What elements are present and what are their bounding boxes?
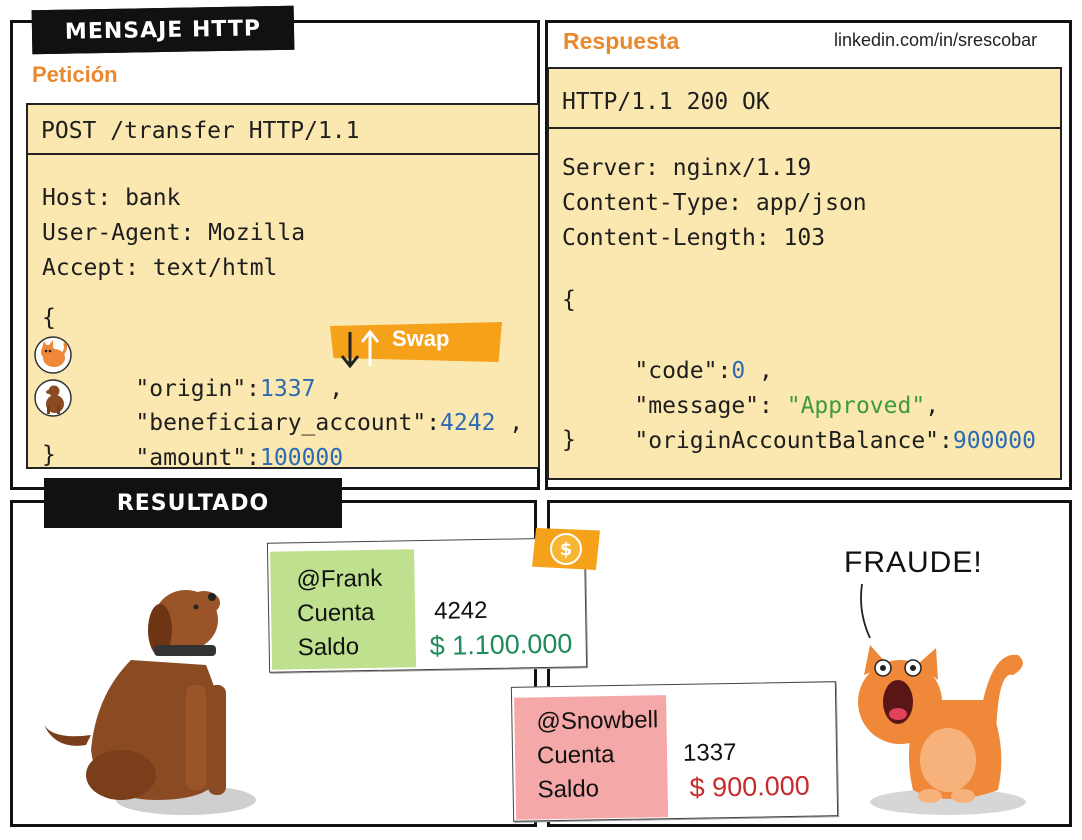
- balance-value: 900000: [952, 428, 1036, 454]
- frank-cuenta-value: 4242: [433, 596, 488, 625]
- code-key: "code": [634, 358, 718, 384]
- cat-illustration: [848, 640, 1030, 818]
- fraud-text: FRAUDE!: [844, 546, 983, 579]
- response-balance-line: "originAccountBalance":900000: [634, 428, 1036, 454]
- frank-saldo-label: Saldo: [297, 633, 360, 662]
- response-close-brace: }: [562, 427, 576, 453]
- response-header-1: Content-Type: app/json: [562, 190, 867, 216]
- dog-avatar-icon: [33, 378, 73, 418]
- response-header-0: Server: nginx/1.19: [562, 155, 812, 181]
- balance-key: "originAccountBalance": [634, 428, 940, 454]
- request-close-brace: }: [42, 442, 56, 468]
- cat-avatar-icon: [33, 335, 73, 375]
- request-label: Petición: [32, 62, 118, 87]
- response-code-line: "code":0 ,: [634, 358, 773, 384]
- response-message-line: "message": "Approved",: [634, 393, 940, 419]
- request-amount-line: "amount":100000: [135, 445, 344, 471]
- message-value: "Approved": [786, 393, 926, 419]
- response-header-2: Content-Length: 103: [562, 225, 826, 251]
- origin-key: "origin": [135, 376, 247, 402]
- request-beneficiary-line: "beneficiary_account":4242 ,: [135, 410, 524, 436]
- request-origin-line: "origin":1337 ,: [135, 376, 344, 402]
- swap-tag: [330, 322, 502, 362]
- request-start-line: POST /transfer HTTP/1.1: [28, 105, 538, 155]
- beneficiary-value: 4242: [440, 410, 496, 436]
- swap-label: Swap: [392, 326, 450, 351]
- frank-user: @Frank: [296, 564, 383, 594]
- dollar-coin-icon: $: [550, 533, 582, 565]
- dog-illustration: [36, 575, 261, 820]
- result-title-tag: RESULTADO: [44, 478, 342, 528]
- response-status-line: HTTP/1.1 200 OK: [549, 69, 1060, 129]
- frank-saldo-value: $ 1.100.000: [429, 628, 573, 661]
- beneficiary-key: "beneficiary_account": [135, 410, 427, 436]
- header-title-tag: MENSAJE HTTP: [31, 5, 295, 55]
- header-title: MENSAJE HTTP: [64, 15, 262, 45]
- snowbell-account-card: @Snowbell Cuenta Saldo 1337 $ 900.000: [510, 681, 839, 822]
- frank-cuenta-label: Cuenta: [296, 598, 375, 628]
- snowbell-saldo-label: Saldo: [537, 775, 600, 804]
- response-open-brace: {: [562, 287, 576, 313]
- swap-arrows-icon: [338, 326, 386, 372]
- snowbell-user: @Snowbell: [536, 706, 659, 736]
- request-header-1: User-Agent: Mozilla: [42, 220, 306, 246]
- result-title: RESULTADO: [116, 490, 270, 516]
- request-open-brace: {: [42, 305, 56, 331]
- snowbell-cuenta-value: 1337: [682, 738, 737, 767]
- message-key: "message": [634, 393, 760, 419]
- amount-key: "amount": [135, 445, 247, 471]
- origin-value: 1337: [260, 376, 316, 402]
- code-value: 0: [731, 358, 746, 384]
- speech-line-icon: [856, 582, 876, 642]
- amount-value: 100000: [260, 445, 344, 471]
- response-box: HTTP/1.1 200 OK Server: nginx/1.19 Conte…: [547, 67, 1062, 480]
- snowbell-cuenta-label: Cuenta: [536, 741, 615, 770]
- request-box: POST /transfer HTTP/1.1 Host: bank User-…: [26, 103, 540, 471]
- credit-link[interactable]: linkedin.com/in/srescobar: [834, 30, 1038, 50]
- snowbell-saldo-value: $ 900.000: [689, 770, 811, 803]
- response-label: Respuesta: [563, 28, 680, 54]
- request-header-2: Accept: text/html: [42, 255, 278, 281]
- request-header-0: Host: bank: [42, 185, 181, 211]
